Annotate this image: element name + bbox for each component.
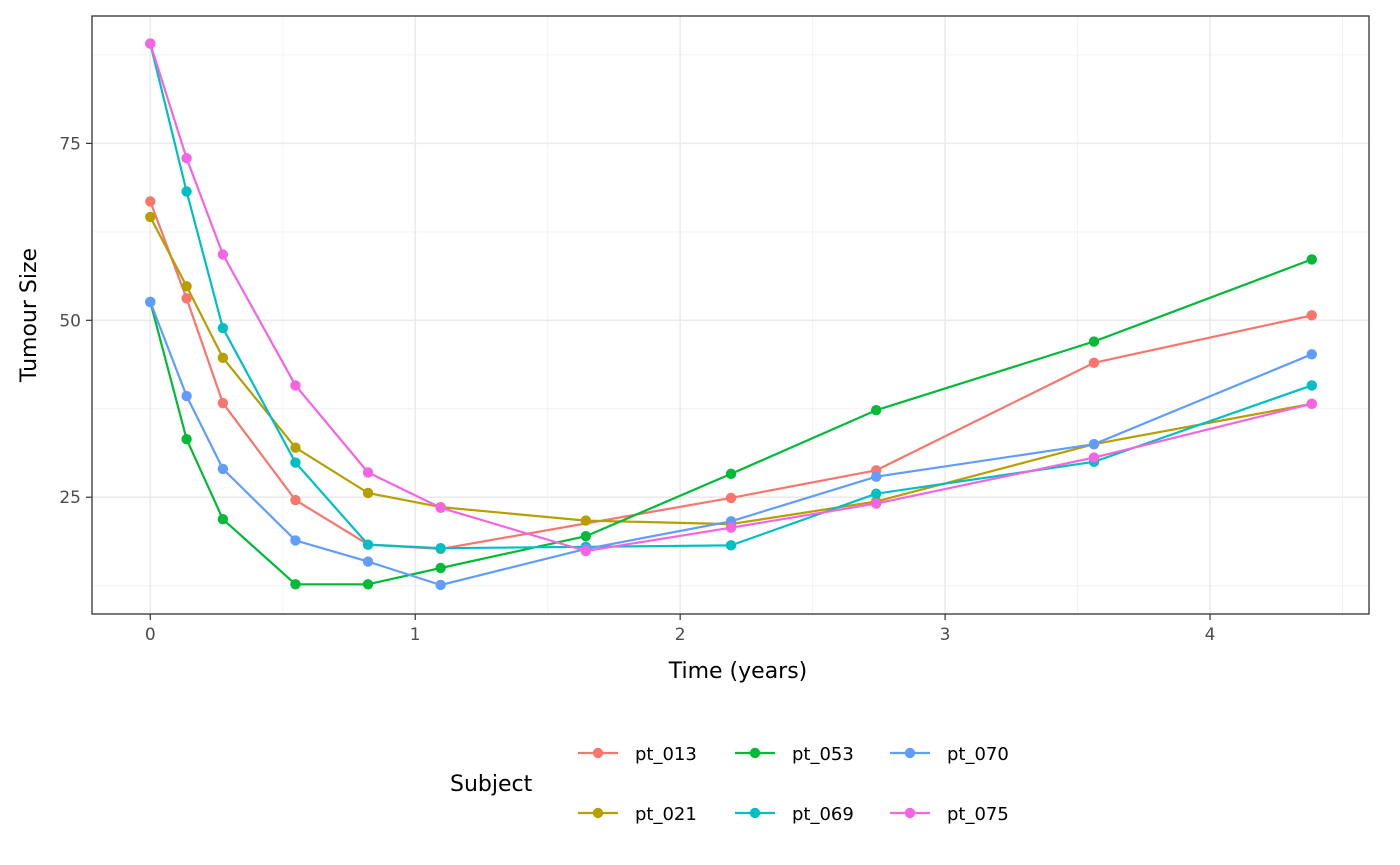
data-point-pt_053 bbox=[217, 513, 229, 525]
x-axis-title: Time (years) bbox=[668, 659, 808, 684]
legend-title: Subject bbox=[450, 772, 533, 797]
data-point-pt_021 bbox=[290, 442, 301, 453]
x-tick-label: 0 bbox=[145, 625, 156, 645]
data-point-pt_070 bbox=[871, 471, 882, 482]
data-point-pt_021 bbox=[145, 211, 156, 223]
x-tick-label: 1 bbox=[410, 625, 421, 645]
plot-background bbox=[92, 16, 1369, 614]
legend-label: pt_075 bbox=[947, 804, 1009, 825]
legend-label: pt_053 bbox=[792, 744, 854, 765]
data-point-pt_075 bbox=[871, 498, 882, 509]
data-point-pt_069 bbox=[181, 186, 192, 197]
y-tick-label: 25 bbox=[59, 488, 81, 508]
series-pt_075 bbox=[145, 38, 1317, 557]
data-point-pt_069 bbox=[725, 540, 737, 551]
data-point-pt_069 bbox=[290, 457, 301, 468]
data-point-pt_053 bbox=[725, 468, 737, 480]
data-point-pt_053 bbox=[435, 562, 446, 574]
data-point-pt_075 bbox=[725, 522, 737, 533]
legend-label: pt_021 bbox=[635, 804, 697, 825]
legend-label: pt_070 bbox=[947, 744, 1009, 765]
data-point-pt_013 bbox=[1306, 310, 1317, 321]
y-axis: 25 50 75 bbox=[59, 134, 92, 508]
data-point-pt_013 bbox=[290, 494, 301, 506]
x-tick-label: 4 bbox=[1205, 625, 1216, 645]
legend-item-pt_021: pt_021 bbox=[578, 804, 697, 825]
data-point-pt_069 bbox=[435, 542, 446, 554]
legend-label: pt_013 bbox=[635, 744, 697, 765]
x-axis: 0 1 2 3 4 bbox=[145, 614, 1216, 645]
data-point-pt_075 bbox=[362, 467, 374, 478]
legend-key-point bbox=[904, 747, 916, 759]
legend-label: pt_069 bbox=[792, 804, 854, 825]
data-point-pt_053 bbox=[1306, 254, 1317, 265]
data-point-pt_070 bbox=[1306, 349, 1317, 360]
y-axis-title: Tumour Size bbox=[17, 248, 42, 383]
data-point-pt_075 bbox=[145, 38, 156, 49]
data-point-pt_075 bbox=[290, 380, 301, 391]
data-point-pt_021 bbox=[580, 515, 592, 526]
data-point-pt_070 bbox=[181, 390, 192, 402]
data-point-pt_053 bbox=[871, 404, 882, 416]
data-point-pt_070 bbox=[217, 463, 229, 475]
legend-item-pt_053: pt_053 bbox=[735, 744, 854, 765]
data-point-pt_070 bbox=[145, 296, 156, 308]
legend-item-pt_069: pt_069 bbox=[735, 804, 854, 825]
data-point-pt_053 bbox=[1088, 336, 1100, 347]
legend-key-point bbox=[749, 747, 761, 759]
data-point-pt_070 bbox=[1088, 438, 1100, 450]
data-point-pt_075 bbox=[181, 153, 192, 164]
data-point-pt_013 bbox=[725, 492, 737, 504]
data-point-pt_013 bbox=[217, 397, 229, 409]
x-tick-label: 3 bbox=[940, 625, 951, 645]
data-point-pt_075 bbox=[435, 502, 446, 514]
data-point-pt_013 bbox=[181, 293, 192, 304]
legend-key-point bbox=[592, 747, 604, 759]
data-point-pt_021 bbox=[217, 352, 229, 364]
data-point-pt_070 bbox=[362, 556, 374, 567]
data-point-pt_053 bbox=[362, 579, 374, 590]
data-point-pt_053 bbox=[181, 434, 192, 445]
data-point-pt_053 bbox=[580, 530, 592, 542]
data-point-pt_069 bbox=[1306, 380, 1317, 391]
data-point-pt_069 bbox=[871, 488, 882, 499]
data-point-pt_075 bbox=[580, 545, 592, 557]
data-point-pt_070 bbox=[290, 535, 301, 546]
data-point-pt_069 bbox=[217, 322, 229, 334]
data-point-pt_069 bbox=[362, 539, 374, 550]
legend-key-point bbox=[904, 807, 916, 819]
data-point-pt_021 bbox=[362, 487, 374, 499]
legend-key-point bbox=[749, 807, 761, 819]
data-point-pt_053 bbox=[290, 579, 301, 590]
plot-panel-border bbox=[91, 15, 1370, 615]
legend-item-pt_013: pt_013 bbox=[578, 744, 697, 765]
legend-key-point bbox=[592, 807, 604, 819]
data-point-pt_070 bbox=[435, 579, 446, 591]
legend-item-pt_075: pt_075 bbox=[890, 804, 1009, 825]
y-tick-label: 75 bbox=[59, 134, 81, 154]
data-point-pt_075 bbox=[1088, 452, 1100, 463]
data-point-pt_075 bbox=[1306, 398, 1317, 410]
data-point-pt_013 bbox=[1088, 357, 1100, 368]
minor-gridlines bbox=[92, 16, 1369, 614]
legend: Subject pt_013 pt_021 pt_053 pt_069 pt_070pt… bbox=[450, 744, 1009, 825]
y-tick-label: 50 bbox=[59, 311, 81, 331]
data-point-pt_021 bbox=[181, 281, 192, 292]
series-pt_053 bbox=[145, 254, 1317, 590]
legend-item-pt_070: pt_070 bbox=[890, 744, 1009, 765]
data-point-pt_013 bbox=[145, 196, 156, 207]
x-tick-label: 2 bbox=[675, 625, 686, 645]
series-layer bbox=[145, 38, 1317, 591]
data-point-pt_075 bbox=[217, 249, 229, 260]
